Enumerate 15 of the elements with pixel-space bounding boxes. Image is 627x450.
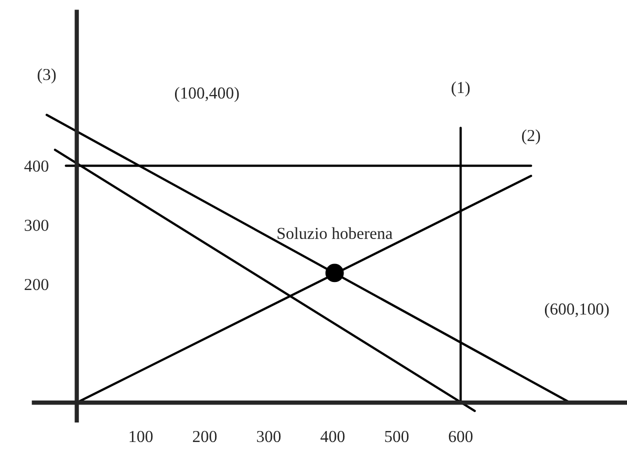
- annotation: Soluzio hoberena: [278, 227, 392, 240]
- x-tick-label: 100: [130, 430, 153, 442]
- x-tick-label: 400: [320, 430, 345, 442]
- x-tick-label: 600: [448, 430, 473, 442]
- annotation: (100,400): [175, 86, 239, 102]
- y-tick-label: 200: [24, 278, 48, 290]
- x-tick-label: 300: [257, 430, 281, 442]
- annotation: (600,100): [544, 302, 609, 318]
- x-tick-label: 500: [385, 430, 409, 442]
- y-tick-label: 400: [24, 160, 48, 172]
- y-tick-label: 300: [24, 220, 48, 231]
- series-label: (2): [522, 129, 540, 145]
- series-label: (3): [38, 68, 56, 84]
- series-label: (1): [452, 81, 470, 97]
- x-tick-label: 200: [192, 430, 217, 442]
